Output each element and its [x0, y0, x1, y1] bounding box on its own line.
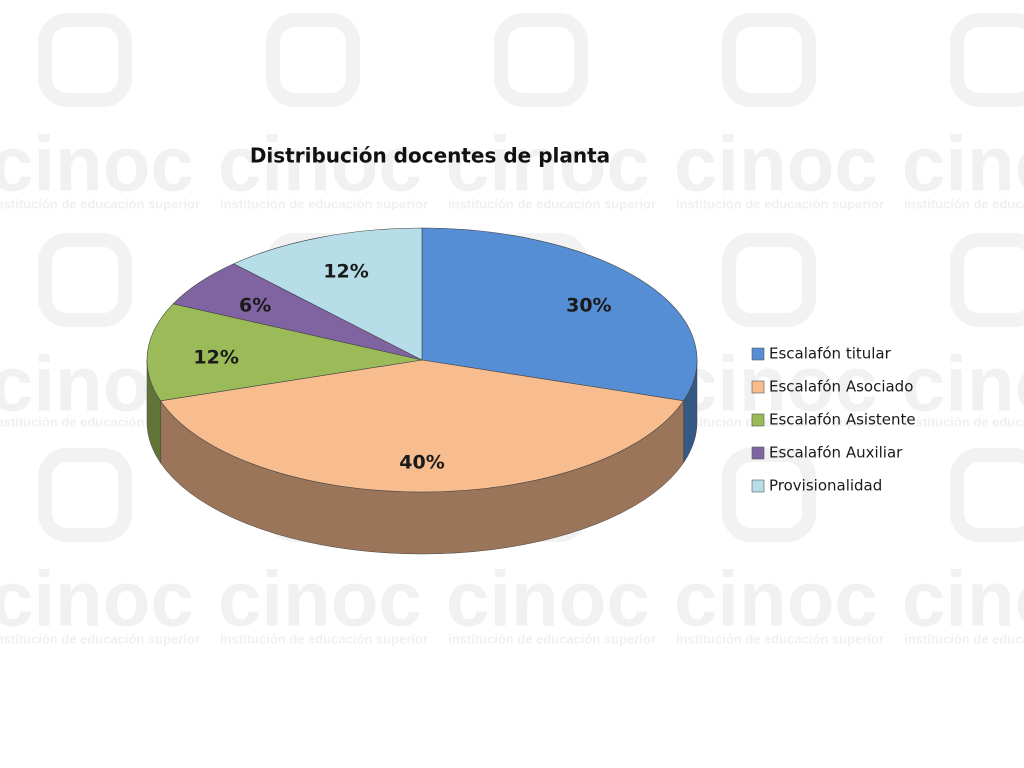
legend-swatch [751, 479, 765, 493]
data-label: 40% [399, 452, 444, 474]
watermark-text: cinoc [218, 555, 422, 643]
legend-swatch [751, 413, 765, 427]
pie-slice [159, 359, 685, 493]
watermark-subtext: institución de educación superior [676, 196, 884, 211]
legend: Escalafón titular Escalafón Asociado Escal… [751, 345, 916, 495]
watermark-subtext: institución de educación superior [676, 414, 884, 429]
watermark-text: cinoc [0, 120, 194, 208]
pie-slice [233, 227, 423, 361]
watermark-subtext: institución de educación superior [0, 196, 200, 211]
legend-label: Escalafón Asistente [769, 411, 916, 429]
pie-slice [146, 303, 423, 402]
watermark-logo [722, 448, 816, 542]
data-label: 12% [193, 346, 238, 368]
watermark-text: cinoc [902, 555, 1024, 643]
data-label: 6% [239, 294, 271, 316]
pie: 30% 40% 12% 6% 12% [146, 227, 698, 555]
legend-swatch [751, 347, 765, 361]
legend-label: Escalafón Auxiliar [769, 444, 903, 462]
watermark-text: cinoc [446, 555, 650, 643]
watermark-logo [722, 13, 816, 107]
watermark-logo [494, 13, 588, 107]
watermark-logo [950, 13, 1024, 107]
watermark-text: cinoc [674, 555, 878, 643]
legend-label: Escalafón titular [769, 345, 892, 363]
legend-swatch [751, 380, 765, 394]
watermark-logo [950, 233, 1024, 327]
watermark-text: cinoc [674, 120, 878, 208]
watermark-subtext: institución de educación superior [220, 631, 428, 646]
data-label: 30% [566, 294, 611, 316]
pie-slice [421, 227, 698, 402]
watermark-logo [722, 233, 816, 327]
watermark-logo [950, 448, 1024, 542]
watermark-subtext: institución de educación superior [904, 631, 1024, 646]
watermark-logo [38, 13, 132, 107]
legend-label: Escalafón Asociado [769, 378, 913, 396]
legend-label: Provisionalidad [769, 477, 882, 495]
watermark-subtext: institución de educación superior [220, 196, 428, 211]
watermark-text: cinoc [902, 340, 1024, 428]
legend-swatch [751, 446, 765, 460]
watermark-text: cinoc [218, 120, 422, 208]
watermark-subtext: institución de educación superior [448, 631, 656, 646]
watermark-logo [38, 233, 132, 327]
watermark-logo [38, 448, 132, 542]
watermark-subtext: institución de educación superior [676, 631, 884, 646]
watermark-text: cinoc [902, 120, 1024, 208]
watermark-subtext: institución de educación superior [904, 196, 1024, 211]
watermark-text: cinoc [674, 340, 878, 428]
watermark-subtext: institución de educación superior [0, 631, 200, 646]
watermark-subtext: institución de educación superior [904, 414, 1024, 429]
watermark-text: cinoc [446, 120, 650, 208]
chart-title: Distribución docentes de planta [250, 144, 610, 168]
watermark-logo [266, 13, 360, 107]
data-label: 12% [323, 260, 368, 282]
watermark-text: cinoc [0, 555, 194, 643]
watermark-subtext: institución de educación superior [448, 196, 656, 211]
